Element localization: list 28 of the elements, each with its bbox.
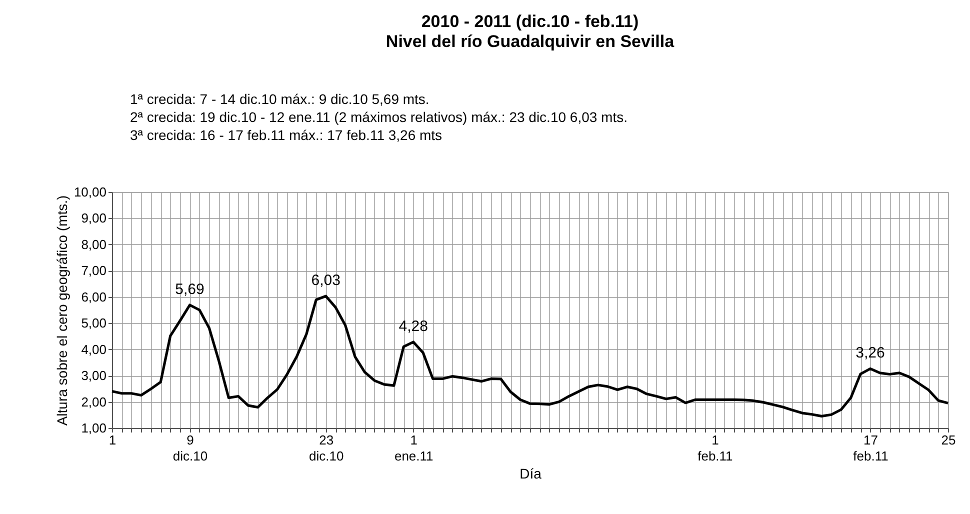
data-label: 3,26	[856, 344, 885, 362]
y-tick-label: 9,00	[81, 210, 106, 226]
x-tick-label: 1	[108, 432, 116, 448]
chart-title: 2010 - 2011 (dic.10 - feb.11) Nivel del río Guadalquivir en Sevilla	[386, 12, 675, 51]
x-tick-label: 1 feb.11	[698, 432, 733, 464]
x-tick-label: 17 feb.11	[853, 432, 888, 464]
x-tick-label: 23 dic.10	[309, 432, 344, 464]
y-tick-label: 2,00	[81, 394, 106, 410]
data-label: 5,69	[175, 281, 204, 298]
text: 2ª crecida: 19 dic.10 - 12 ene.11 (2 máximos relativos) máx.: 23 dic.10 6,03 mts.	[130, 109, 628, 125]
y-tick-label: 10,00	[74, 184, 106, 200]
y-tick-label: 4,00	[81, 342, 106, 357]
y-axis-title: Altura sobre el cero geográfico (mts.)	[54, 195, 70, 426]
x-axis-title: Día	[520, 466, 542, 482]
text: 3ª crecida: 16 - 17 feb.11 máx.: 17 feb.11 3,26 mts	[130, 127, 442, 143]
y-tick-label: 6,00	[81, 289, 106, 304]
x-tick-label: 9 dic.10	[172, 432, 208, 464]
data-label: 4,28	[398, 318, 428, 335]
x-tick-label: 1 ene.11	[394, 432, 434, 464]
text: 1ª crecida: 7 - 14 dic.10 máx.: 9 dic.10 5,69 mts.	[130, 91, 430, 107]
line-series	[110, 294, 950, 418]
x-tick-label: 25	[941, 432, 956, 448]
y-tick-label: 5,00	[81, 316, 106, 331]
y-tick-label: 3,00	[81, 368, 106, 384]
y-tick-label: 7,00	[81, 263, 106, 278]
y-tick-label: 8,00	[81, 236, 106, 252]
y-tick-label: 1,00	[81, 420, 106, 436]
data-label: 6,03	[311, 272, 340, 290]
